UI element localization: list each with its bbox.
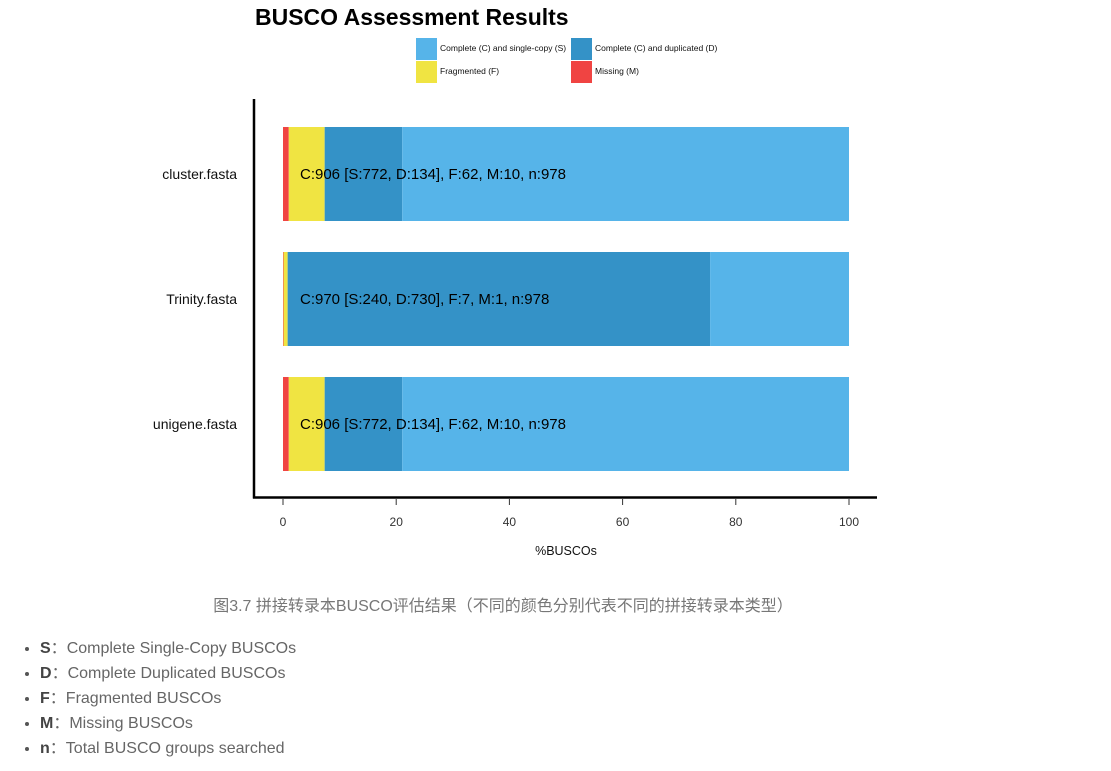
definition-separator: ： [51, 665, 68, 682]
definition-term: n [40, 740, 50, 757]
definition-separator: ： [53, 715, 70, 732]
definition-text: Missing BUSCOs [69, 715, 193, 732]
bar-segment [283, 377, 289, 471]
definition-item: F：Fragmented BUSCOs [40, 686, 296, 711]
x-tick-label: 100 [839, 515, 859, 529]
definition-term: F [40, 690, 50, 707]
definition-separator: ： [49, 690, 66, 707]
x-tick-label: 20 [390, 515, 404, 529]
bar-segment [283, 252, 284, 346]
bar-segment [324, 377, 403, 471]
definition-list: S：Complete Single-Copy BUSCOs D：Complete… [0, 636, 296, 761]
bar-segment [402, 377, 849, 471]
x-axis-label: %BUSCOs [535, 544, 597, 558]
bar-segment [283, 127, 289, 221]
definition-separator: ： [50, 640, 67, 657]
bar-segment [710, 252, 849, 346]
definition-term: M [40, 715, 54, 732]
bar-segment [283, 252, 288, 346]
definition-text: Complete Single-Copy BUSCOs [66, 640, 297, 657]
definition-term: D [40, 665, 52, 682]
category-labels: cluster.fasta Trinity.fasta unigene.fasta [153, 166, 237, 432]
x-axis-ticks: 0 20 40 60 80 100 [280, 499, 859, 529]
bar-label: C:906 [S:772, D:134], F:62, M:10, n:978 [300, 166, 566, 183]
category-label: unigene.fasta [153, 416, 237, 432]
definition-separator: ： [49, 740, 66, 757]
bar-segment [288, 127, 325, 221]
legend-swatch [416, 61, 437, 83]
legend-label: Missing (M) [595, 66, 639, 76]
definition-item: n：Total BUSCO groups searched [40, 736, 296, 761]
category-label: Trinity.fasta [166, 291, 237, 307]
figure-caption: 图3.7 拼接转录本BUSCO评估结果（不同的颜色分别代表不同的拼接转录本类型） [213, 598, 793, 615]
x-tick-label: 80 [729, 515, 743, 529]
x-tick-label: 0 [280, 515, 287, 529]
chart-legend: Complete (C) and single-copy (S) Complete… [416, 38, 718, 83]
bar-group [283, 127, 849, 471]
busco-chart: BUSCO Assessment Results Complete (C) an… [153, 4, 877, 558]
legend-label: Fragmented (F) [440, 66, 499, 76]
bar-label: C:906 [S:772, D:134], F:62, M:10, n:978 [300, 416, 566, 433]
bar-segment [324, 127, 403, 221]
legend-label: Complete (C) and duplicated (D) [595, 43, 718, 53]
definition-text: Fragmented BUSCOs [65, 690, 222, 707]
legend-swatch [571, 38, 592, 60]
definition-term: S [40, 640, 51, 657]
definition-text: Complete Duplicated BUSCOs [67, 665, 286, 682]
bar-segment [287, 252, 711, 346]
x-tick-label: 40 [503, 515, 517, 529]
bar-segment [402, 127, 849, 221]
legend-swatch [416, 38, 437, 60]
legend-label: Complete (C) and single-copy (S) [440, 43, 566, 53]
definition-item: D：Complete Duplicated BUSCOs [40, 661, 296, 686]
definition-item: S：Complete Single-Copy BUSCOs [40, 636, 296, 661]
definition-item: M：Missing BUSCOs [40, 711, 296, 736]
chart-title: BUSCO Assessment Results [255, 4, 569, 30]
bar-segment [288, 377, 325, 471]
bar-annotations: C:906 [S:772, D:134], F:62, M:10, n:978 C… [300, 166, 566, 433]
legend-swatch [571, 61, 592, 83]
category-label: cluster.fasta [162, 166, 237, 182]
x-tick-label: 60 [616, 515, 630, 529]
bar-label: C:970 [S:240, D:730], F:7, M:1, n:978 [300, 291, 549, 308]
definition-text: Total BUSCO groups searched [65, 740, 285, 757]
